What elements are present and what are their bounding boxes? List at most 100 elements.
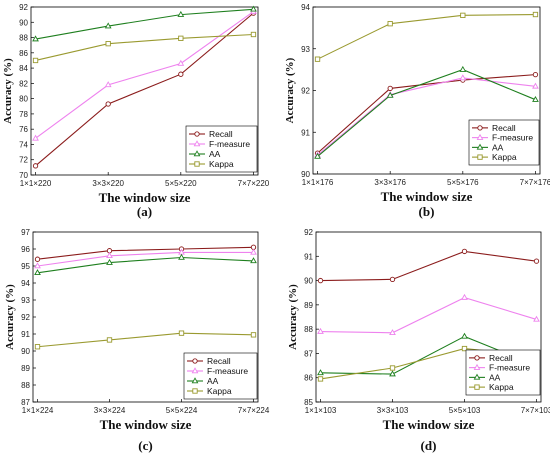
series-line-f-measure <box>320 296 537 334</box>
panel-caption: (a) <box>137 204 152 219</box>
series-line-aa <box>37 256 254 274</box>
y-tick-label: 96 <box>21 245 30 254</box>
data-point-recall <box>387 85 393 92</box>
series-line-aa <box>317 69 536 157</box>
data-point-kappa <box>178 330 185 336</box>
series-line-recall <box>35 12 254 167</box>
legend-label-recall: Recall <box>489 353 513 363</box>
y-tick-label: 97 <box>21 228 30 237</box>
legend-label-kappa: Kappa <box>207 386 232 396</box>
legend-marker-kappa <box>477 154 483 160</box>
data-point-kappa <box>532 11 539 18</box>
y-tick-label: 76 <box>19 125 28 134</box>
data-point-f-measure <box>34 262 41 269</box>
legend-marker-recall <box>194 131 200 137</box>
data-point-recall <box>105 101 111 107</box>
y-tick-label: 74 <box>19 140 28 149</box>
data-point-kappa <box>106 337 113 343</box>
x-tick-label: 7×7×176 <box>520 178 550 187</box>
x-tick-label: 1×1×220 <box>20 179 52 188</box>
data-point-kappa <box>387 21 393 27</box>
series-line-aa <box>35 8 254 40</box>
panel-caption: (c) <box>138 438 152 453</box>
y-tick-label: 93 <box>301 45 310 54</box>
y-axis-label: Accuracy (%) <box>2 58 14 124</box>
y-tick-label: 93 <box>21 296 30 305</box>
x-tick-label: 7×7×103 <box>521 406 550 415</box>
data-point-kappa <box>34 344 41 350</box>
legend-label-f-measure: F-measure <box>209 139 250 149</box>
data-point-kappa <box>250 31 257 38</box>
legend-marker-f-measure <box>476 133 484 140</box>
y-axis-label: Accuracy (%) <box>4 284 16 350</box>
x-tick-label: 1×1×103 <box>305 406 337 415</box>
series-line-kappa <box>35 33 254 61</box>
y-tick-label: 90 <box>21 347 30 356</box>
data-point-recall <box>389 276 396 283</box>
data-point-aa <box>386 91 394 98</box>
y-tick-label: 84 <box>19 64 28 73</box>
series-line-f-measure <box>35 11 254 139</box>
legend-marker-recall <box>474 355 480 361</box>
series-line-recall <box>37 246 254 260</box>
legend-marker-kappa <box>192 388 198 394</box>
y-tick-label: 80 <box>19 95 28 104</box>
data-point-aa <box>250 5 257 12</box>
y-tick-label: 86 <box>19 49 28 58</box>
data-point-kappa <box>314 56 321 62</box>
legend-label-recall: Recall <box>207 356 231 366</box>
x-axis-label: The window size <box>99 190 191 205</box>
legend-label-f-measure: F-measure <box>207 366 248 376</box>
panel-caption: (d) <box>421 438 437 453</box>
data-point-aa <box>250 257 257 264</box>
x-tick-label: 3×3×224 <box>94 406 126 415</box>
x-tick-label: 3×3×103 <box>377 406 409 415</box>
y-tick-label: 87 <box>304 349 313 358</box>
legend-marker-kappa <box>194 161 200 167</box>
data-point-aa <box>459 65 467 72</box>
chart-panel-c: 87 88 89 90 91 92 93 94 95 96 97 1×1×224 3×3×224 5×5×… <box>4 228 270 453</box>
data-point-f-measure <box>459 74 467 81</box>
data-point-recall <box>461 248 468 255</box>
chart-panel-a: 70 72 74 76 78 80 82 84 86 88 90 92 1×1×220 3×3×220 5×… <box>2 3 270 219</box>
x-tick-label: 7×7×224 <box>238 406 270 415</box>
y-tick-label: 91 <box>21 330 30 339</box>
y-tick-label: 70 <box>19 171 28 180</box>
x-axis-label: The window size <box>381 189 473 204</box>
data-point-f-measure <box>533 315 540 322</box>
series-line-f-measure <box>317 77 536 156</box>
legend-marker-f-measure <box>191 367 199 374</box>
legend-label-aa: AA <box>209 149 221 159</box>
y-tick-label: 88 <box>304 325 313 334</box>
data-point-aa <box>32 35 39 42</box>
y-tick-label: 89 <box>304 301 313 310</box>
panel-caption: (b) <box>419 204 435 219</box>
series-line-recall <box>317 74 536 154</box>
data-point-kappa <box>250 332 257 338</box>
y-tick-label: 92 <box>301 87 310 96</box>
data-point-aa <box>106 258 113 265</box>
data-point-f-measure <box>317 327 324 334</box>
series-line-kappa <box>317 13 536 60</box>
x-tick-label: 5×5×176 <box>447 178 479 187</box>
y-tick-label: 88 <box>21 381 30 390</box>
series-line-kappa <box>37 332 254 348</box>
data-point-aa <box>178 253 185 260</box>
legend-label-kappa: Kappa <box>209 159 234 169</box>
legend-marker-kappa <box>474 384 480 390</box>
data-point-recall <box>32 163 39 169</box>
data-point-aa <box>34 269 41 276</box>
y-tick-label: 91 <box>304 252 313 261</box>
data-point-kappa <box>105 41 111 47</box>
y-tick-label: 78 <box>19 110 28 119</box>
y-tick-label: 94 <box>21 279 30 288</box>
legend-label-aa: AA <box>489 372 501 382</box>
data-point-recall <box>317 277 324 284</box>
data-point-aa <box>314 152 321 159</box>
y-tick-label: 88 <box>19 34 28 43</box>
